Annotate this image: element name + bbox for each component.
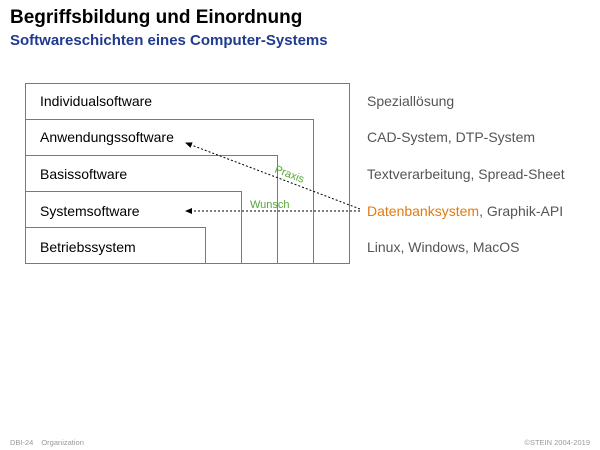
- layer-box-betriebssystem: [25, 227, 206, 264]
- layer-label-systemsoftware: Systemsoftware: [40, 203, 140, 219]
- footer-section: Organization: [41, 438, 84, 447]
- example-rest-graphik-api: , Graphik-API: [479, 203, 563, 219]
- example-label-datenbanksystem: Datenbanksystem, Graphik-API: [367, 203, 563, 219]
- slide-subtitle: Softwareschichten eines Computer-Systems: [10, 32, 328, 49]
- layer-label-individualsoftware: Individualsoftware: [40, 93, 152, 109]
- wunsch-label: Wunsch: [250, 199, 290, 211]
- layer-label-basissoftware: Basissoftware: [40, 166, 127, 182]
- layer-labels: Individualsoftware Anwendungssoftware Ba…: [40, 93, 174, 255]
- praxis-arrow: [185, 142, 361, 210]
- example-highlight-datenbanksystem: Datenbanksystem: [367, 203, 479, 219]
- example-label-betriebssysteme: Linux, Windows, MacOS: [367, 239, 520, 255]
- arrows: [185, 142, 361, 214]
- example-label-textverarbeitung: Textverarbeitung, Spread-Sheet: [367, 166, 565, 182]
- layer-label-betriebssystem: Betriebssystem: [40, 239, 136, 255]
- footer-page-number: DBI-24: [10, 438, 34, 447]
- example-label-cad-dtp: CAD-System, DTP-System: [367, 129, 535, 145]
- slide-title: Begriffsbildung und Einordnung: [10, 7, 303, 28]
- footer-copyright: ©STEIN 2004-2019: [524, 438, 590, 447]
- footer-left: DBI-24 Organization: [10, 438, 84, 447]
- example-label-speziallosung: Speziallösung: [367, 93, 454, 109]
- layer-label-anwendungssoftware: Anwendungssoftware: [40, 129, 174, 145]
- example-labels: Speziallösung CAD-System, DTP-System Tex…: [367, 93, 565, 255]
